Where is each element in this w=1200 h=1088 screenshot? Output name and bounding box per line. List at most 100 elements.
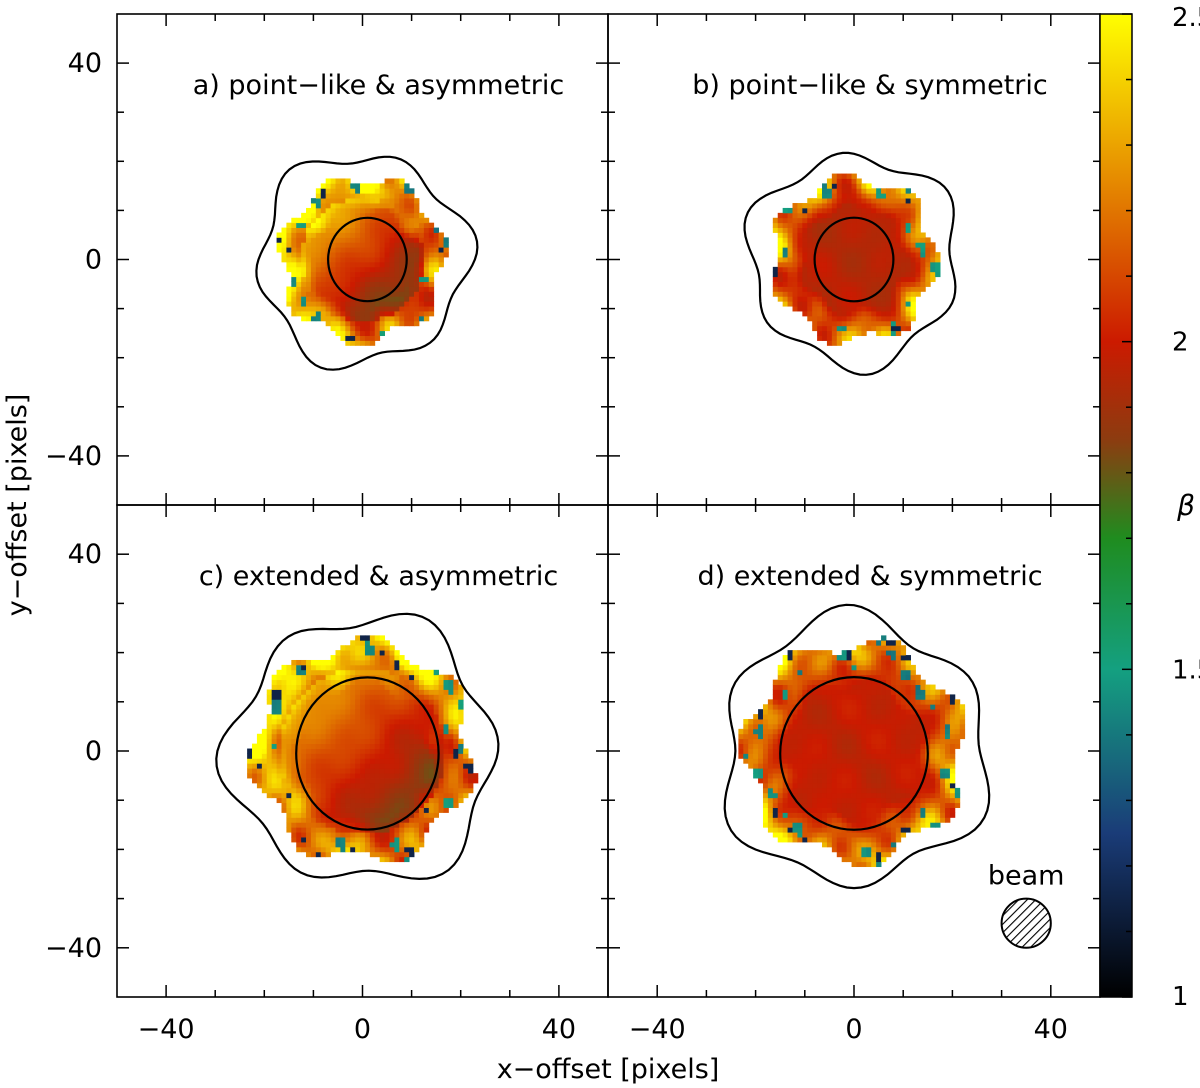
beta-pixel [949, 699, 956, 705]
beta-pixel [772, 797, 779, 804]
beta-pixel [374, 320, 381, 327]
beta-pixel [851, 276, 857, 282]
beta-pixel [438, 237, 444, 243]
beta-pixel [384, 817, 390, 823]
beta-pixel [777, 704, 784, 710]
beta-pixel [743, 743, 749, 749]
beta-pixel [836, 842, 843, 848]
beta-pixel [360, 306, 366, 312]
beta-pixel [782, 669, 788, 676]
beta-pixel [836, 832, 843, 838]
beta-pixel [782, 802, 788, 808]
beta-pixel [881, 252, 887, 258]
beta-pixel [876, 281, 882, 287]
beta-pixel [360, 719, 366, 725]
beta-pixel [753, 758, 759, 764]
beta-pixel [335, 286, 341, 292]
beta-pixel [846, 689, 852, 695]
beta-pixel [306, 217, 312, 224]
beta-pixel [315, 237, 322, 243]
beta-pixel [310, 684, 317, 690]
beta-pixel [418, 782, 425, 789]
beta-pixel [330, 257, 336, 263]
beta-pixel [404, 674, 410, 681]
beta-pixel [418, 763, 425, 769]
beta-pixel [866, 674, 872, 681]
beta-pixel [379, 689, 385, 695]
beta-pixel [856, 232, 862, 238]
beta-pixel [276, 753, 282, 759]
beta-pixel [433, 743, 439, 749]
beta-pixel [379, 684, 385, 690]
beta-pixel [910, 664, 916, 671]
beta-pixel [364, 753, 371, 759]
beta-pixel [276, 237, 282, 243]
beta-pixel [876, 802, 882, 808]
beta-pixel [296, 704, 302, 710]
beta-pixel [399, 782, 405, 789]
beta-pixel [369, 311, 376, 317]
beta-pixel [310, 782, 317, 789]
beta-pixel [301, 719, 307, 725]
beta-pixel [945, 807, 951, 813]
beta-pixel [379, 797, 385, 804]
beta-pixel [787, 827, 793, 833]
beta-pixel [266, 719, 273, 725]
beta-pixel [856, 817, 862, 823]
beta-pixel [777, 768, 784, 774]
beta-pixel [315, 837, 322, 843]
beta-pixel [782, 763, 788, 769]
beta-pixel [762, 763, 769, 769]
beta-pixel [836, 286, 843, 292]
beta-pixel [379, 659, 385, 666]
beta-pixel [826, 655, 833, 661]
beta-pixel [812, 242, 818, 248]
beta-pixel [792, 227, 798, 233]
beta-pixel [797, 276, 803, 282]
beta-pixel [355, 763, 361, 769]
beta-pixel [404, 306, 410, 312]
beta-pixel [296, 664, 302, 671]
beta-pixel [453, 792, 459, 799]
beta-pixel [822, 320, 828, 327]
beta-pixel [817, 296, 823, 302]
beta-pixel [831, 822, 838, 828]
beta-pixel [861, 281, 867, 287]
beta-pixel [350, 242, 356, 248]
beta-pixel [414, 699, 420, 705]
beta-pixel [861, 778, 867, 784]
beta-pixel [812, 817, 818, 823]
beta-pixel [782, 787, 788, 794]
beta-pixel [320, 266, 327, 273]
beta-pixel [374, 645, 381, 651]
beta-pixel [301, 738, 307, 745]
beta-pixel [851, 247, 857, 253]
beta-pixel [895, 704, 902, 710]
beta-pixel [355, 311, 361, 317]
beta-pixel [409, 203, 415, 209]
beta-pixel [900, 822, 907, 828]
beta-pixel [364, 812, 371, 818]
beta-pixel [423, 281, 430, 287]
outer-contour [723, 603, 991, 890]
beta-pixel [831, 802, 838, 808]
beta-pixel [885, 257, 892, 263]
beta-pixel [433, 684, 439, 690]
beta-pixel [360, 650, 366, 656]
beta-pixel [310, 222, 317, 228]
beta-pixel [905, 198, 911, 204]
beta-pixel [374, 261, 381, 268]
beta-pixel [777, 773, 784, 779]
beta-pixel [389, 276, 395, 282]
beta-pixel [306, 296, 312, 302]
beta-pixel [325, 851, 331, 858]
beta-pixel [826, 212, 833, 219]
beta-pixel [443, 689, 449, 695]
beta-pixel [890, 748, 897, 754]
beta-pixel [345, 237, 351, 243]
beta-pixel [301, 704, 307, 710]
beta-pixel [841, 325, 848, 332]
beta-pixel [315, 753, 322, 759]
beta-pixel [930, 247, 936, 253]
beta-pixel [802, 650, 808, 656]
